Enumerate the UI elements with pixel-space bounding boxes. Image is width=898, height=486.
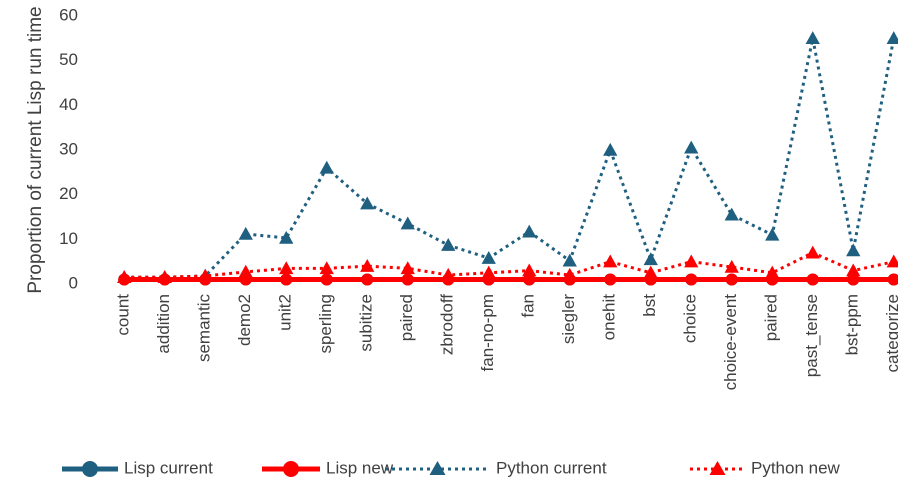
marker	[805, 31, 820, 45]
legend-label: Lisp new	[326, 458, 394, 477]
marker	[522, 224, 537, 238]
x-tick-label: fan	[519, 294, 538, 318]
x-tick-label: choice	[681, 294, 700, 343]
marker	[522, 263, 537, 277]
x-tick-label: semantic	[195, 294, 214, 363]
marker	[441, 237, 456, 251]
marker	[360, 196, 375, 210]
y-tick-label: 50	[59, 50, 78, 69]
legend-label: Python current	[496, 458, 607, 477]
legend-item: Lisp new	[262, 458, 394, 477]
legend-label: Python new	[751, 458, 841, 477]
x-tick-label: demo2	[235, 294, 254, 346]
x-tick-label: fan-no-pm	[478, 294, 497, 371]
marker	[887, 273, 898, 286]
legend-item: Python current	[385, 458, 607, 477]
legend-label: Lisp current	[124, 458, 213, 477]
marker	[806, 273, 819, 286]
y-tick-label: 40	[59, 95, 78, 114]
legend-item: Lisp current	[62, 458, 213, 477]
marker	[685, 273, 698, 286]
marker	[847, 273, 860, 286]
marker	[886, 31, 898, 45]
marker	[523, 273, 536, 286]
marker	[320, 273, 333, 286]
x-tick-label: sperling	[316, 294, 335, 354]
marker	[360, 258, 375, 272]
marker	[724, 207, 739, 221]
y-tick-label: 10	[59, 229, 78, 248]
marker	[158, 273, 171, 286]
marker	[846, 243, 861, 257]
legend-marker	[82, 461, 98, 477]
marker	[400, 261, 415, 275]
marker	[644, 273, 657, 286]
x-tick-label: bst-ppm	[843, 294, 862, 355]
legend-marker	[283, 461, 299, 477]
marker	[279, 261, 294, 275]
marker	[199, 273, 212, 286]
x-tick-label: categorize	[883, 294, 898, 372]
marker	[563, 273, 576, 286]
y-tick-label: 20	[59, 184, 78, 203]
marker	[279, 230, 294, 244]
x-tick-label: siegler	[559, 294, 578, 344]
marker	[846, 263, 861, 277]
x-tick-label: choice-event	[721, 294, 740, 391]
marker	[562, 253, 577, 267]
series-line	[124, 251, 895, 279]
x-tick-label: paired	[397, 294, 416, 341]
marker	[319, 261, 334, 275]
marker	[603, 142, 618, 156]
marker	[765, 227, 780, 241]
marker	[684, 140, 699, 154]
marker	[361, 273, 374, 286]
marker	[239, 273, 252, 286]
x-tick-label: zbrodoff	[438, 294, 457, 355]
marker	[401, 273, 414, 286]
marker	[886, 254, 898, 268]
y-tick-label: 0	[69, 273, 78, 292]
x-tick-label: count	[114, 294, 133, 336]
x-tick-label: unit2	[276, 294, 295, 331]
series-line	[124, 38, 896, 279]
marker	[724, 259, 739, 273]
x-tick-label: past_tense	[802, 294, 821, 377]
legend-item: Python new	[690, 458, 841, 477]
marker	[118, 273, 131, 286]
legend-marker	[429, 461, 446, 475]
x-tick-label: onehit	[600, 294, 619, 341]
marker	[643, 252, 658, 266]
y-tick-label: 30	[59, 139, 78, 158]
marker	[604, 273, 617, 286]
y-axis-label: Proportion of current Lisp run time	[25, 6, 46, 293]
marker	[482, 273, 495, 286]
marker	[238, 264, 253, 278]
marker	[766, 273, 779, 286]
marker	[481, 250, 496, 264]
y-tick-label: 60	[59, 5, 78, 24]
x-tick-label: addition	[154, 294, 173, 354]
marker	[684, 254, 699, 268]
marker	[238, 226, 253, 240]
x-tick-label: bst	[640, 294, 659, 317]
marker	[805, 245, 820, 259]
marker	[400, 216, 415, 230]
legend-marker	[709, 461, 726, 475]
marker	[603, 254, 618, 268]
x-tick-label: subitize	[357, 294, 376, 352]
marker	[280, 273, 293, 286]
marker	[725, 273, 738, 286]
x-tick-label: paired	[762, 294, 781, 341]
marker	[319, 160, 334, 174]
marker	[442, 273, 455, 286]
